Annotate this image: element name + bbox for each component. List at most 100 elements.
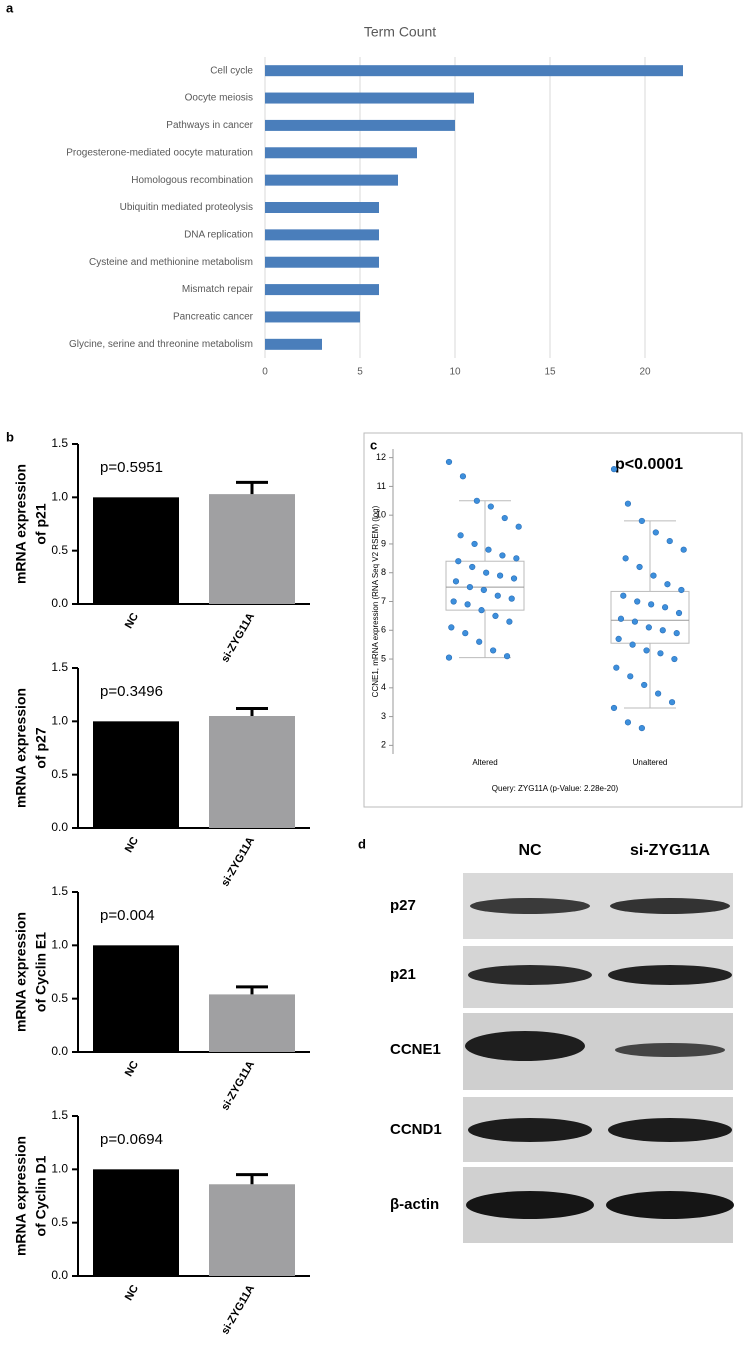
point (478, 607, 485, 614)
y-tick-label: Oocyte meiosis (185, 93, 253, 104)
x-tick-label: NC (123, 835, 141, 855)
bar (93, 1169, 179, 1276)
annotation: p=0.0694 (100, 1131, 163, 1148)
row-label: CCNE1 (390, 1041, 441, 1058)
point (455, 558, 462, 565)
point (515, 523, 522, 530)
point (680, 546, 687, 553)
bar (93, 497, 179, 604)
y-tick-label: 0.0 (51, 820, 68, 834)
y-tick-label: Mismatch repair (182, 284, 254, 295)
bar (265, 202, 379, 213)
x-tick-label: 0 (262, 367, 268, 378)
point (445, 654, 453, 661)
point (671, 655, 678, 663)
y-tick-label: 7 (381, 596, 386, 606)
point (617, 615, 625, 622)
x-tick-label: 10 (449, 367, 461, 378)
column-label: NC (518, 842, 542, 859)
blot-band (466, 1191, 594, 1219)
point (641, 681, 648, 689)
x-tick-label: Altered (472, 758, 497, 767)
point (459, 473, 467, 480)
annotation: p=0.5951 (100, 459, 163, 476)
point (629, 641, 636, 648)
point (492, 612, 499, 619)
point (610, 704, 618, 712)
y-tick-label: 1.5 (51, 1108, 68, 1122)
point (627, 673, 634, 680)
chart-title: Term Count (364, 24, 436, 40)
box (610, 590, 690, 644)
point (499, 552, 506, 559)
y-tick-label: 0.0 (51, 1044, 68, 1058)
y-tick-label: 0.0 (51, 1268, 68, 1282)
column-label: si-ZYG11A (630, 842, 710, 859)
point (448, 624, 455, 631)
annotation: p=0.004 (100, 907, 155, 924)
point (490, 647, 497, 654)
point (457, 532, 464, 539)
y-tick-label: 1.0 (51, 938, 68, 952)
point (480, 586, 487, 594)
blot-band (608, 965, 732, 985)
bar (265, 119, 455, 131)
error-bar (236, 707, 268, 716)
y-axis-label: mRNA expression (13, 464, 29, 584)
point (659, 627, 666, 634)
bar (265, 174, 398, 186)
blot-band (608, 1118, 732, 1142)
point (678, 586, 685, 594)
panel-label: a (6, 0, 14, 15)
x-tick-label: Unaltered (633, 758, 668, 767)
row-label: p27 (390, 897, 416, 914)
bar (265, 311, 360, 323)
y-tick-label: 1.5 (51, 884, 68, 898)
y-axis-label: of p27 (33, 727, 49, 768)
x-tick-label: si-ZYG11A (219, 1059, 257, 1113)
y-tick-label: Ubiquitin mediated proteolysis (120, 202, 253, 213)
point (476, 638, 483, 645)
annotation: p=0.3496 (100, 683, 163, 700)
x-tick-label: NC (123, 611, 141, 631)
point (657, 650, 664, 657)
point (645, 624, 652, 631)
row-label: p21 (390, 966, 416, 983)
y-tick-label: 0.5 (51, 543, 68, 557)
bar (209, 716, 295, 828)
y-tick-label: 0.5 (51, 1215, 68, 1229)
point (673, 630, 680, 637)
point (613, 664, 620, 671)
point (464, 601, 471, 608)
bar (209, 1184, 295, 1276)
point (610, 466, 618, 473)
point (473, 497, 480, 504)
y-tick-label: 3 (381, 711, 386, 721)
point (445, 458, 453, 466)
point (462, 630, 469, 637)
y-axis-label: mRNA expression (13, 1136, 29, 1256)
point (643, 647, 650, 654)
x-tick-label: NC (123, 1059, 141, 1079)
y-tick-label: 4 (381, 682, 386, 692)
point (622, 555, 629, 562)
y-tick-label: 1.5 (51, 436, 68, 450)
y-tick-label: 0.0 (51, 596, 68, 610)
point (620, 592, 627, 599)
point (675, 609, 683, 617)
y-tick-label: 1.0 (51, 714, 68, 728)
y-axis-label: of p21 (33, 503, 49, 544)
x-tick-label: 5 (357, 367, 363, 378)
x-tick-label: si-ZYG11A (219, 611, 257, 665)
y-tick-label: 2 (381, 740, 386, 750)
y-tick-label: Cysteine and methionine metabolism (89, 257, 253, 268)
point (664, 581, 671, 588)
y-tick-label: 1.0 (51, 1162, 68, 1176)
bar (93, 945, 179, 1052)
point (469, 563, 476, 571)
panel-frame (363, 432, 743, 808)
bar (265, 229, 379, 241)
panel-label: c (370, 437, 377, 452)
